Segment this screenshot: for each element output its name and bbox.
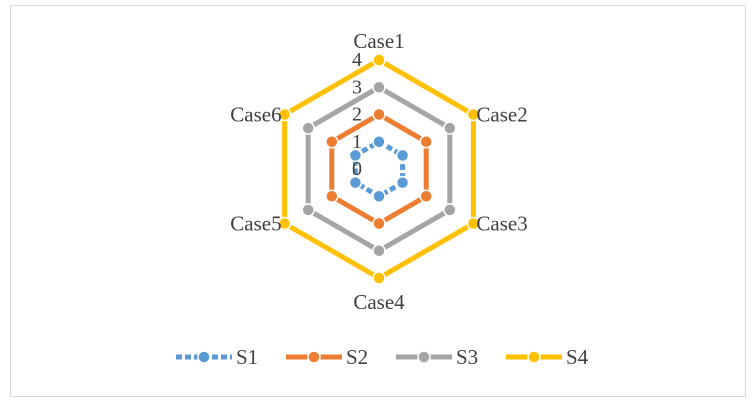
category-label-case1: Case1 [353, 29, 404, 53]
legend-label-s4: S4 [566, 345, 589, 369]
legend-marker-s1 [197, 350, 211, 364]
chart-frame: 0 1 2 3 4 Case1 Case2 Case3 Case4 Case5 Case6 S1 S2 S… [10, 5, 746, 397]
radial-tick-label: 3 [352, 76, 362, 98]
radial-tick-label: 1 [352, 131, 362, 153]
legend-marker-s3 [417, 350, 431, 364]
data-point-s2-case2 [419, 135, 433, 149]
category-label-case6: Case6 [230, 103, 281, 127]
data-point-s1-case5 [348, 175, 363, 190]
series-line-s1 [352, 138, 406, 200]
legend-label-s1: S1 [236, 345, 258, 369]
data-point-s2-case3 [419, 189, 433, 203]
data-point-s4-case6 [277, 107, 292, 122]
data-point-s3-case3 [443, 203, 457, 217]
data-point-s1-case4 [372, 189, 386, 203]
data-point-s1-case2 [395, 148, 410, 163]
data-point-s3-case5 [301, 203, 315, 217]
data-point-s2-case1 [372, 107, 386, 122]
radial-tick-label: 0 [352, 158, 362, 180]
data-point-s3-case4 [372, 244, 386, 258]
data-point-s3-case6 [301, 121, 315, 135]
data-point-s2-case4 [372, 216, 386, 231]
category-label-case5: Case5 [230, 212, 281, 236]
series-line-s2 [329, 111, 429, 227]
data-point-s2-case6 [325, 135, 339, 149]
data-point-s1-case1 [372, 135, 386, 149]
data-point-s4-case3 [466, 216, 481, 231]
legend-marker-s2 [307, 350, 321, 364]
data-point-s3-case1 [372, 80, 386, 94]
data-point-s4-case2 [466, 107, 481, 122]
category-label-case3: Case3 [476, 212, 527, 236]
radial-tick-label: 4 [352, 49, 362, 71]
data-point-s4-case5 [277, 216, 292, 231]
data-point-s4-case4 [372, 271, 386, 285]
data-point-s3-case2 [443, 121, 457, 135]
category-label-case4: Case4 [353, 290, 405, 314]
legend-label-s2: S2 [346, 345, 368, 369]
legend-label-s3: S3 [456, 345, 478, 369]
data-point-s2-case5 [325, 189, 339, 203]
legend-marker-s4 [527, 350, 541, 364]
category-label-case2: Case2 [476, 103, 527, 127]
data-point-s4-case1 [372, 53, 386, 67]
data-point-s1-case6 [348, 148, 363, 163]
data-point-s1-case3 [395, 175, 410, 190]
radial-tick-label: 2 [352, 104, 362, 126]
